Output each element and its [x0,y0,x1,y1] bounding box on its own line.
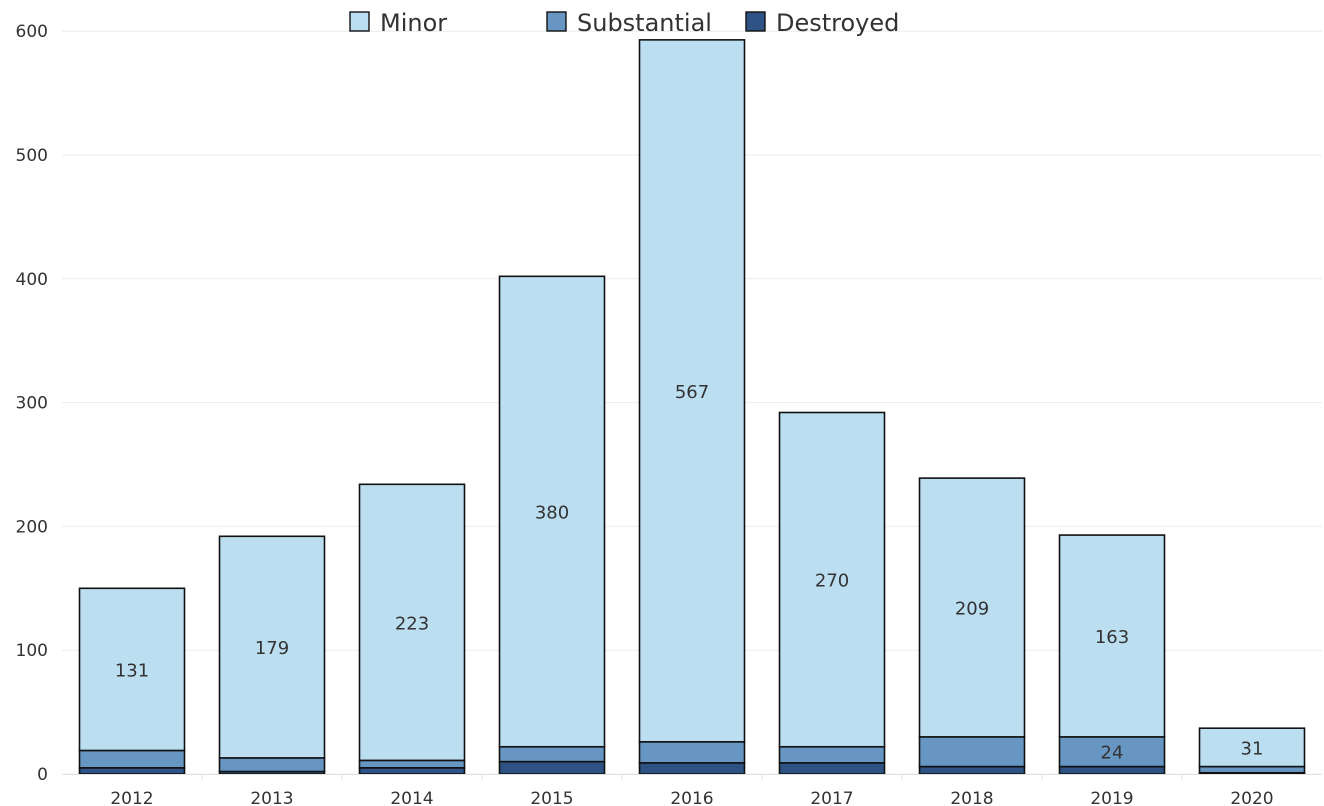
y-tick-label: 400 [16,270,48,290]
bar-destroyed-2018 [918,765,1026,775]
bar-minor-2013 [218,535,326,759]
legend-swatch-substantial [546,11,567,32]
bar-substantial-2013 [218,757,326,773]
legend-label-destroyed: Destroyed [776,9,899,37]
bars-layer [78,39,1306,775]
legend-label-minor: Minor [380,9,447,37]
data-labels-layer: 131 179 223 380 567 270 209 163 24 31 [115,382,1264,764]
x-tick-label: 2019 [1090,789,1133,806]
bar-destroyed-2015 [498,760,606,775]
y-tick-label: 0 [37,765,48,785]
bar-minor-2016 [638,39,746,743]
y-tick-label: 500 [16,146,48,166]
data-label-minor-2019: 163 [1095,627,1129,648]
bar-substantial-2016 [638,741,746,764]
y-axis: 0 100 200 300 400 500 600 [16,22,48,785]
bar-substantial-2018 [918,736,1026,768]
x-tick-label: 2020 [1230,789,1273,806]
x-tick-label: 2012 [110,789,153,806]
legend-label-substantial: Substantial [577,9,712,37]
bar-substantial-2017 [778,745,886,764]
legend: Minor Substantial Destroyed [349,9,899,37]
data-label-minor-2015: 380 [535,503,569,524]
bar-substantial-2020 [1198,765,1306,774]
legend-swatch-minor [349,11,370,32]
data-label-minor-2017: 270 [815,571,849,592]
bar-substantial-2014 [358,759,466,769]
x-tick-label: 2014 [390,789,433,806]
y-tick-label: 200 [16,517,48,537]
bar-destroyed-2012 [78,767,186,775]
x-tick-label: 2018 [950,789,993,806]
data-label-minor-2016: 567 [675,382,709,403]
bar-minor-2019 [1058,534,1166,738]
data-label-minor-2020: 31 [1241,738,1264,759]
bar-destroyed-2016 [638,762,746,775]
y-tick-label: 300 [16,394,48,414]
data-label-substantial-2019: 24 [1101,743,1124,764]
data-label-minor-2018: 209 [955,598,989,619]
x-tick-label: 2015 [530,789,573,806]
bar-minor-2014 [358,483,466,762]
y-tick-label: 100 [16,641,48,661]
bar-minor-2015 [498,275,606,748]
data-label-minor-2014: 223 [395,613,429,634]
bar-minor-2020 [1198,727,1306,768]
bar-substantial-2019 [1058,736,1166,768]
data-label-minor-2012: 131 [115,660,149,681]
bar-destroyed-2017 [778,762,886,775]
bar-destroyed-2014 [358,767,466,775]
bar-substantial-2012 [78,749,186,769]
x-axis: 2012 2013 2014 2015 2016 2017 2018 2019 2020 [62,774,1322,806]
bar-minor-2018 [918,477,1026,738]
x-tick-label: 2013 [250,789,293,806]
y-tick-label: 600 [16,22,48,42]
legend-swatch-destroyed [745,11,766,32]
bar-destroyed-2019 [1058,765,1166,775]
data-label-minor-2013: 179 [255,638,289,659]
bar-minor-2017 [778,411,886,748]
x-tick-label: 2017 [810,789,853,806]
bar-substantial-2015 [498,745,606,763]
bar-minor-2012 [78,587,186,752]
x-tick-label: 2016 [670,789,713,806]
